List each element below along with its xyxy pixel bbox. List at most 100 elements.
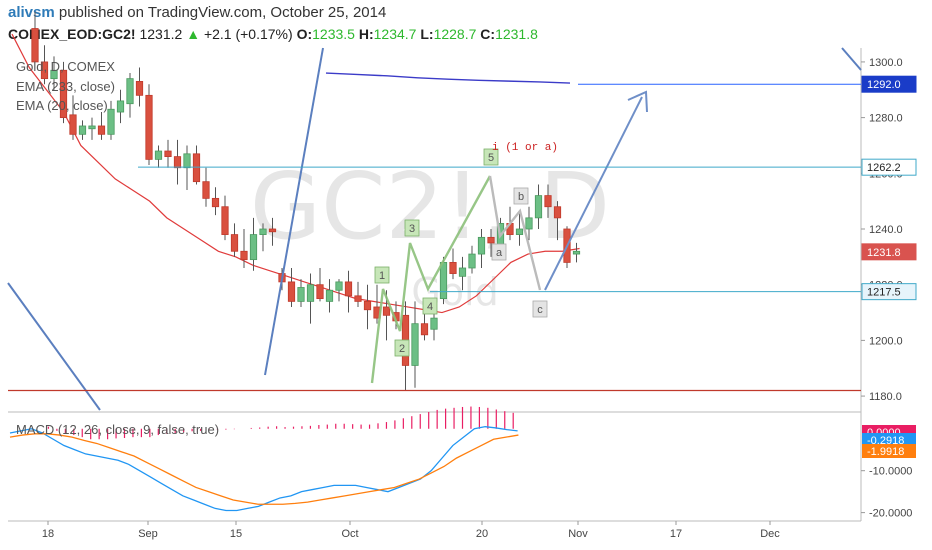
price-axis[interactable]: 1300.01280.01260.01240.01220.01200.01180… [861, 57, 903, 403]
candle-body [344, 281, 353, 297]
price-level-tag [861, 243, 917, 261]
publish-info: published on TradingView.com, October 25… [58, 4, 387, 21]
candle-body [230, 234, 239, 252]
candle-body [449, 262, 457, 274]
symbol-name[interactable]: COMEX_EOD:GC2! [8, 26, 136, 42]
wave-label-text: 4 [427, 301, 433, 313]
candle-body [221, 206, 229, 235]
wave-label-text: a [496, 247, 503, 259]
candle-body [354, 295, 362, 302]
candle-body [135, 81, 144, 96]
projection-arrow [544, 96, 643, 291]
wave-label-box [483, 148, 499, 166]
impulse-wave-path [370, 175, 492, 384]
candle-body [363, 300, 372, 311]
quote-line: COMEX_EOD:GC2! 1231.2 ▲ +2.1 (+0.17%) O:… [8, 26, 538, 42]
candle-body [382, 306, 391, 316]
macd-value-tag [862, 433, 916, 447]
candle-body [78, 125, 87, 135]
candle-body [487, 236, 495, 244]
candle-body [297, 287, 305, 302]
wave-label-box [422, 297, 438, 315]
candle-body [335, 281, 343, 291]
trend-line [841, 47, 862, 71]
candle-body [116, 100, 125, 113]
projection-arrow-head [627, 90, 648, 113]
candle-body [411, 323, 419, 366]
time-tick-label: 17 [670, 528, 682, 540]
price-level-value: 1217.5 [867, 287, 901, 299]
time-tick-label: 20 [476, 528, 488, 540]
candle-body [468, 253, 476, 269]
ema-slow-label: EMA (233, close) [16, 79, 115, 94]
wave-annotation: i (1 or a) [492, 142, 558, 154]
time-tick-label: 18 [42, 528, 54, 540]
wave-label-text: 3 [409, 223, 415, 235]
up-arrow-icon: ▲ [186, 26, 201, 42]
candle-body [97, 125, 106, 135]
price-tick-label: 1200.0 [869, 335, 903, 347]
time-axis[interactable]: 18 Sep 15 Oct 20 Nov 17 Dec [42, 521, 780, 540]
low-value: 1228.7 [433, 26, 477, 42]
candle-body [515, 228, 524, 235]
chart-header: alivsm published on TradingView.com, Oct… [0, 0, 932, 48]
candle-body [259, 228, 267, 235]
candle-body [202, 181, 210, 199]
price-level-value: 1231.8 [867, 247, 901, 259]
macd-pane[interactable]: -10.0000-20.00000.0000-0.2918-1.9918 [9, 406, 916, 520]
price-tick-label: 1180.0 [869, 391, 902, 403]
price-tick-label: 1300.0 [869, 57, 903, 69]
trend-line [264, 47, 324, 376]
trend-drawings[interactable] [7, 47, 862, 411]
price-level-tag [861, 283, 917, 301]
candle-body [430, 317, 438, 330]
candle-body [287, 281, 296, 302]
candle-body [439, 262, 448, 300]
time-tick-label: Nov [568, 528, 588, 540]
candle-body [59, 69, 68, 119]
ema-lines [11, 33, 580, 314]
candle-body [145, 94, 153, 160]
wave-label-box [374, 266, 390, 284]
wave-label-text: b [518, 191, 524, 203]
wave-label-box [532, 300, 548, 318]
close-value: 1231.8 [495, 26, 538, 42]
chart-title: Gold, D, COMEX [16, 59, 115, 74]
candle-body [50, 69, 58, 80]
candle-body [316, 284, 324, 300]
low-label: L: [420, 26, 434, 42]
elliott-wave-labels[interactable]: 1 2 3 4 5 a b c i (1 or a) [370, 142, 558, 384]
candle-body [164, 150, 172, 157]
macd-tick-label: -20.0000 [869, 508, 912, 520]
macd-line [9, 426, 518, 512]
candle-body [126, 78, 134, 105]
price-level-value: 1292.0 [867, 79, 901, 91]
time-tick-label: Sep [138, 528, 158, 540]
wave-label-box [394, 339, 410, 357]
candle-body [154, 150, 163, 160]
ema-20-line [11, 33, 580, 314]
close-label: C: [480, 26, 496, 42]
price-tick-label: 1280.0 [869, 113, 903, 125]
candle-body [211, 197, 220, 208]
price-change: +2.1 (+0.17%) [203, 26, 293, 42]
time-tick-label: Oct [341, 528, 358, 540]
open-value: 1233.5 [312, 26, 355, 42]
candle-body [31, 28, 39, 63]
wave-label-text: 5 [488, 152, 494, 164]
price-level-value: 1262.2 [867, 162, 901, 174]
candle-body [544, 195, 552, 208]
wave-label-box [513, 187, 529, 205]
price-level-lines[interactable]: 1292.0 1262.2 1217.5 1231.8 [8, 75, 917, 392]
last-price: 1231.2 [139, 26, 183, 42]
candle-body [525, 217, 533, 230]
author-link[interactable]: alivsm [8, 4, 55, 21]
wave-label-box [404, 219, 420, 237]
candle-body [88, 125, 96, 130]
trend-line [7, 282, 101, 411]
candle-body [572, 250, 581, 255]
price-level-tag [861, 75, 917, 93]
candle-body [249, 234, 258, 261]
wave-label-text: 1 [379, 270, 385, 282]
